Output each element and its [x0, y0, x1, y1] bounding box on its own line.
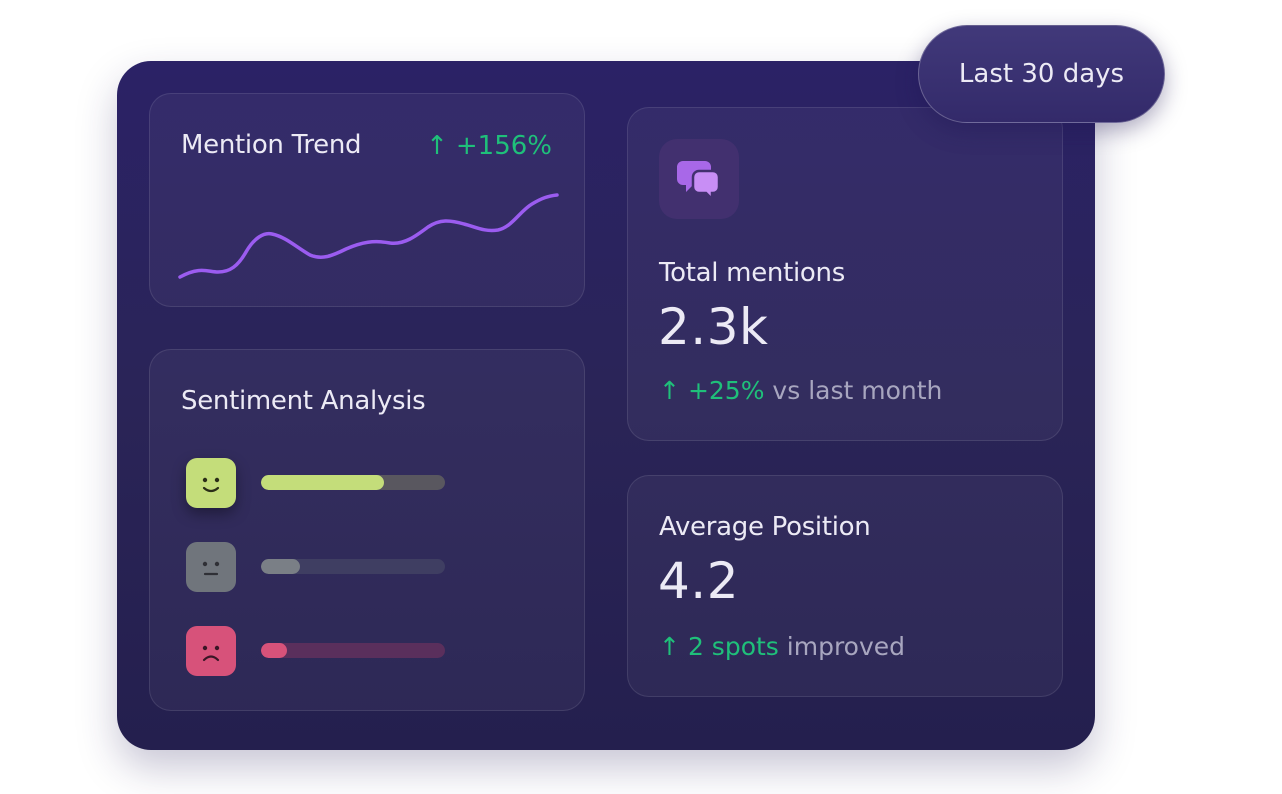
- frowning-face-icon: [186, 626, 236, 676]
- arrow-up-icon: ↑: [659, 632, 680, 661]
- negative-sentiment-fill: [261, 643, 287, 658]
- mention-trend-title: Mention Trend: [181, 130, 362, 160]
- arrow-up-icon: ↑: [659, 376, 680, 405]
- negative-sentiment-bar: [261, 643, 445, 658]
- neutral-face-glyph: [202, 561, 220, 576]
- neutral-sentiment-bar: [261, 559, 445, 574]
- mention-trend-change: ↑ +156%: [426, 131, 552, 161]
- average-position-change: 2 spots: [687, 632, 779, 661]
- date-range-selector[interactable]: Last 30 days: [918, 25, 1165, 123]
- smiling-face-icon: [186, 458, 236, 508]
- average-position-value: 4.2: [658, 552, 740, 610]
- positive-sentiment-bar: [261, 475, 445, 490]
- mention-trend-sparkline: [178, 193, 559, 279]
- sentiment-analysis-card: Sentiment Analysis: [149, 349, 585, 711]
- sentiment-analysis-title: Sentiment Analysis: [181, 386, 426, 416]
- total-mentions-card: Total mentions 2.3k ↑ +25% vs last month: [627, 107, 1063, 441]
- average-position-title: Average Position: [659, 512, 871, 542]
- mention-trend-line: [178, 193, 559, 279]
- smiling-face-glyph: [202, 477, 220, 493]
- total-mentions-delta: ↑ +25% vs last month: [659, 376, 942, 405]
- neutral-sentiment-fill: [261, 559, 300, 574]
- average-position-comparison: improved: [786, 632, 906, 661]
- total-mentions-change: +25%: [687, 376, 765, 405]
- average-position-delta: ↑ 2 spots improved: [659, 632, 905, 661]
- dashboard-panel: Mention Trend ↑ +156% Sentiment Analysis: [117, 61, 1095, 750]
- neutral-face-icon: [186, 542, 236, 592]
- chat-bubbles-glyph: [677, 161, 721, 203]
- positive-sentiment-fill: [261, 475, 385, 490]
- total-mentions-value: 2.3k: [658, 298, 769, 356]
- mention-trend-change-value: +156%: [455, 131, 552, 161]
- average-position-card: Average Position 4.2 ↑ 2 spots improved: [627, 475, 1063, 697]
- frowning-face-glyph: [202, 645, 220, 662]
- total-mentions-comparison: vs last month: [772, 376, 943, 405]
- chat-bubbles-icon: [659, 139, 739, 219]
- total-mentions-title: Total mentions: [659, 258, 845, 288]
- arrow-up-icon: ↑: [426, 131, 448, 161]
- mention-trend-card: Mention Trend ↑ +156%: [149, 93, 585, 307]
